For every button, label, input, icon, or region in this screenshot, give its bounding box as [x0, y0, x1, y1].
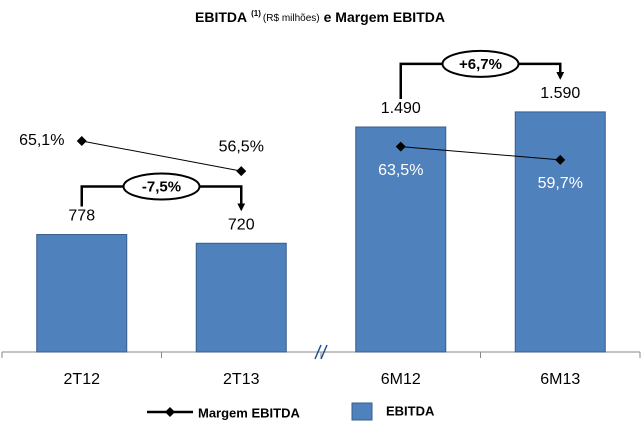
legend-label: Margem EBITDA: [198, 405, 300, 420]
bar: [355, 126, 447, 353]
line-value-label: 63,5%: [378, 162, 423, 179]
bar-value-label: 1.590: [540, 85, 580, 102]
axis-break: [320, 344, 328, 360]
x-tick-label: 6M12: [381, 371, 421, 388]
title-suffix: e Margem EBITDA: [324, 9, 445, 25]
bar-value-label: 778: [68, 208, 95, 225]
x-tick-label: 2T13: [223, 371, 260, 388]
line-marker: [395, 141, 406, 152]
legend-marker: [165, 407, 175, 417]
x-tick-label: 6M13: [540, 371, 580, 388]
line-value-label: 65,1%: [19, 132, 64, 149]
annotation-label: -7,5%: [142, 178, 181, 195]
line-value-label: 56,5%: [219, 138, 264, 155]
annotation-label: +6,7%: [459, 56, 502, 73]
legend-label: EBITDA: [386, 403, 435, 418]
bar: [514, 111, 606, 353]
line-marker: [76, 135, 87, 146]
line-value-label: 59,7%: [538, 175, 583, 192]
line: [400, 146, 561, 161]
annotation-oval: [122, 172, 201, 201]
title-superscript: (1): [251, 9, 261, 18]
x-tick-label: 2T12: [64, 371, 101, 388]
line-marker: [555, 154, 566, 165]
axis-break: [314, 344, 322, 360]
bar-value-label: 720: [228, 216, 255, 233]
line: [81, 140, 242, 172]
bar-value-label: 1.490: [381, 100, 421, 117]
line-marker: [236, 166, 247, 177]
bar: [195, 242, 287, 353]
bar: [36, 234, 128, 353]
title-unit: (R$ milhões): [263, 13, 320, 24]
legend-swatch: [351, 402, 373, 421]
chart-title: EBITDA (1) (R$ milhões) e Margem EBITDA: [195, 9, 445, 25]
title-main: EBITDA: [195, 9, 247, 25]
annotation-oval: [441, 49, 520, 78]
